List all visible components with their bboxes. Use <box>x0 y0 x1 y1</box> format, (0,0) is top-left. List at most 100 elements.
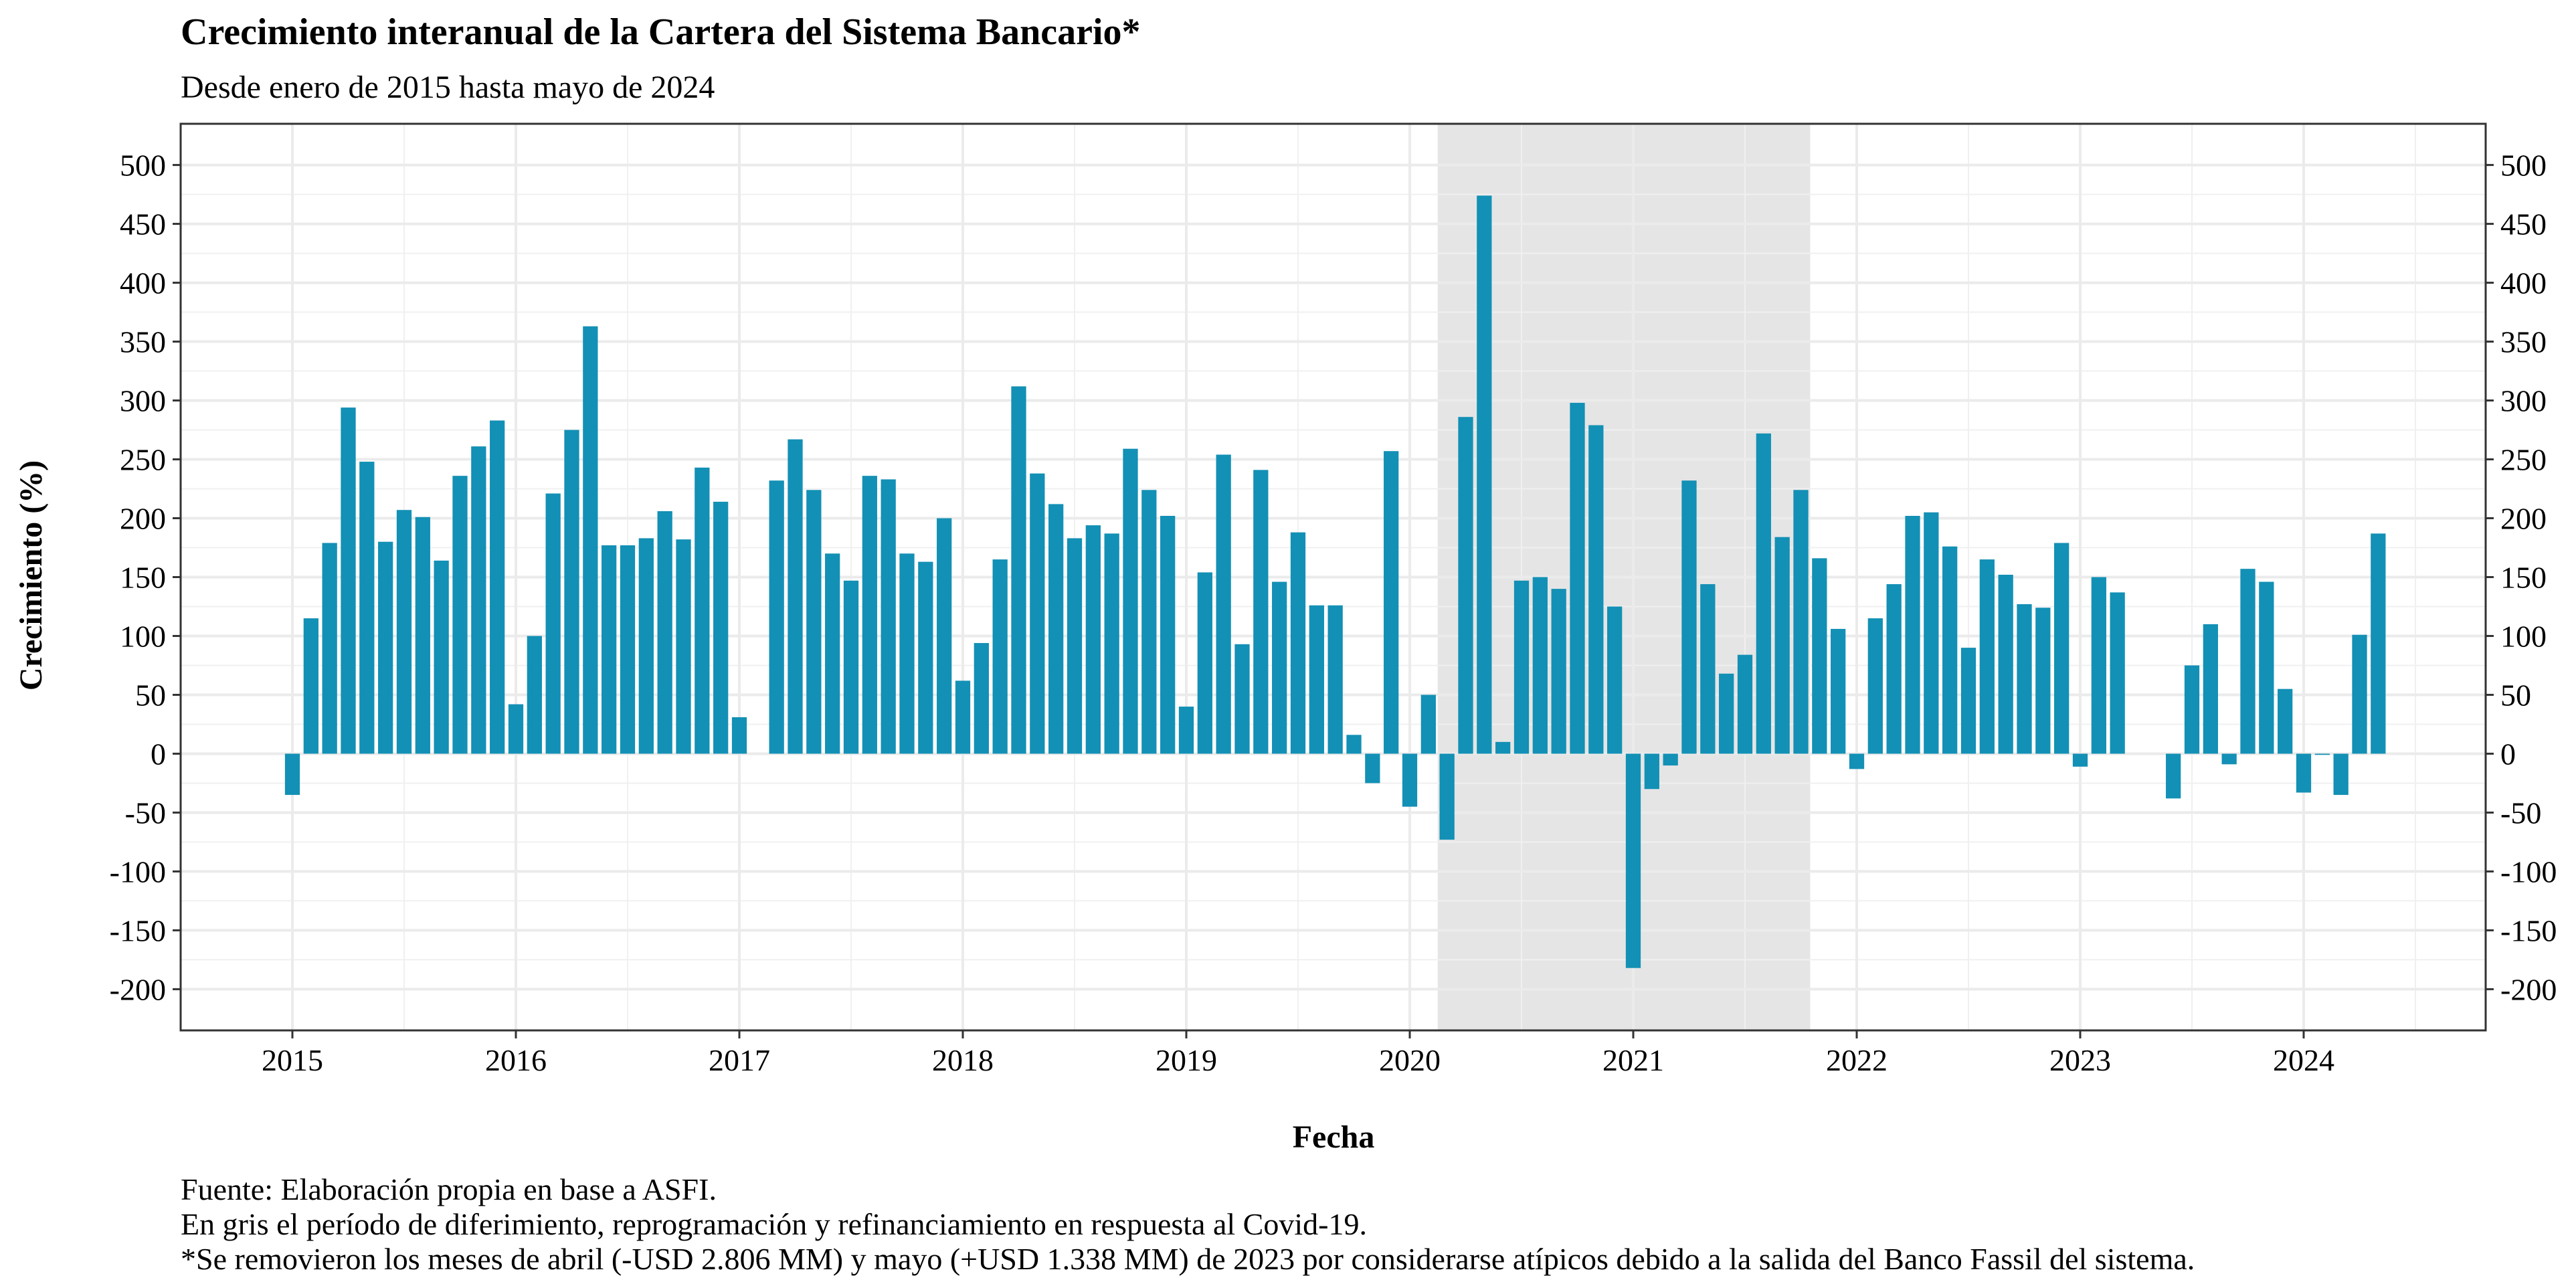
bar <box>2371 533 2386 754</box>
bar <box>1719 673 1734 754</box>
bar <box>825 553 840 754</box>
x-tick-label: 2024 <box>2273 1043 2334 1077</box>
y-tick-label-right: 200 <box>2500 502 2547 536</box>
y-tick-label-left: 0 <box>151 737 166 771</box>
y-tick-label-left: 250 <box>120 443 166 477</box>
bar <box>974 643 989 754</box>
chart-subtitle: Desde enero de 2015 hasta mayo de 2024 <box>181 70 715 105</box>
y-tick-label-right: 300 <box>2500 384 2547 418</box>
bar <box>2221 753 2237 765</box>
x-tick-label: 2021 <box>1602 1043 1664 1077</box>
bar <box>806 490 822 754</box>
bar <box>2054 543 2069 754</box>
bar <box>1867 618 1883 754</box>
y-tick-label-left: 450 <box>120 207 166 242</box>
caption-line-3: *Se removieron los meses de abril (-USD … <box>181 1242 2195 1276</box>
bar <box>1104 533 1119 754</box>
bar <box>2259 581 2274 754</box>
plot-border <box>179 122 2487 1032</box>
bar <box>1477 195 1492 754</box>
bar <box>1681 480 1697 754</box>
bar <box>1942 546 1958 754</box>
bar <box>284 753 300 796</box>
bar <box>676 539 691 754</box>
x-tick-label: 2023 <box>2049 1043 2111 1077</box>
bar <box>1513 580 1530 754</box>
bar <box>490 420 505 754</box>
bar <box>452 476 468 754</box>
bar <box>1178 707 1194 754</box>
bar <box>2240 569 2256 754</box>
bar <box>2333 753 2349 796</box>
x-axis-label: Fecha <box>1293 1119 1375 1155</box>
bar <box>1570 403 1585 754</box>
bar <box>1011 386 1026 754</box>
bar <box>2166 753 2181 799</box>
x-tick-label: 2018 <box>932 1043 994 1077</box>
bar <box>788 439 803 754</box>
bar <box>1551 589 1566 754</box>
bar <box>341 407 356 754</box>
bar <box>695 467 710 754</box>
bar <box>1960 648 1976 754</box>
bar <box>1774 537 1790 754</box>
bar <box>731 717 747 754</box>
y-tick-label-left: -200 <box>110 972 166 1006</box>
bar <box>1625 753 1641 968</box>
bar <box>1831 628 1846 754</box>
y-tick-label-right: 150 <box>2500 561 2547 595</box>
bar <box>881 479 896 754</box>
bar <box>657 511 672 754</box>
bar <box>527 636 542 754</box>
bar <box>1030 473 1045 754</box>
bar <box>1756 433 1771 754</box>
bar <box>2091 577 2106 754</box>
bar <box>1384 451 1399 754</box>
bar <box>769 480 784 754</box>
bar <box>1234 644 1250 754</box>
bar <box>434 560 449 754</box>
bar <box>1924 512 1939 754</box>
y-tick-label-right: 500 <box>2500 149 2547 183</box>
bar <box>638 538 654 754</box>
bar <box>2072 753 2088 767</box>
bar <box>2314 753 2330 755</box>
bar <box>303 618 318 754</box>
bar <box>1439 753 1455 840</box>
bar <box>2296 753 2312 793</box>
bar <box>1532 577 1548 754</box>
bar <box>1123 448 1138 754</box>
bar <box>1216 454 1231 754</box>
bar <box>2035 608 2051 754</box>
bar <box>1607 606 1623 754</box>
y-tick-label-right: 450 <box>2500 207 2547 242</box>
bar <box>545 493 561 754</box>
caption-line-1: Fuente: Elaboración propia en base a ASF… <box>181 1172 717 1206</box>
y-tick-label-left: 50 <box>135 678 166 712</box>
bar <box>713 501 729 754</box>
y-tick-label-right: 350 <box>2500 325 2547 359</box>
bar <box>1458 417 1473 754</box>
bar <box>992 559 1008 754</box>
bar <box>1737 654 1753 754</box>
y-tick-label-left: 200 <box>120 502 166 536</box>
bar <box>1085 525 1101 754</box>
bar <box>1793 490 1809 754</box>
bar <box>1998 574 2013 754</box>
bar <box>1327 605 1343 754</box>
y-tick-label-left: 400 <box>120 266 166 300</box>
y-tick-label-left: 150 <box>120 561 166 595</box>
caption-line-2: En gris el período de diferimiento, repr… <box>181 1207 1367 1241</box>
x-tick-label: 2022 <box>1826 1043 1888 1077</box>
chart-title: Crecimiento interanual de la Cartera del… <box>181 11 1141 53</box>
bar <box>1588 425 1604 754</box>
axis-layer: -200 -200 -150 -150 -100 -100 -50 -50 0 0 50 50 100 1… <box>110 122 2557 1077</box>
bar <box>2017 604 2032 754</box>
bar <box>1663 753 1678 766</box>
y-tick-label-right: -200 <box>2500 972 2557 1006</box>
bar <box>1886 584 1902 754</box>
y-tick-label-left: -50 <box>125 796 166 830</box>
bar <box>396 510 412 754</box>
bar <box>1402 753 1418 807</box>
